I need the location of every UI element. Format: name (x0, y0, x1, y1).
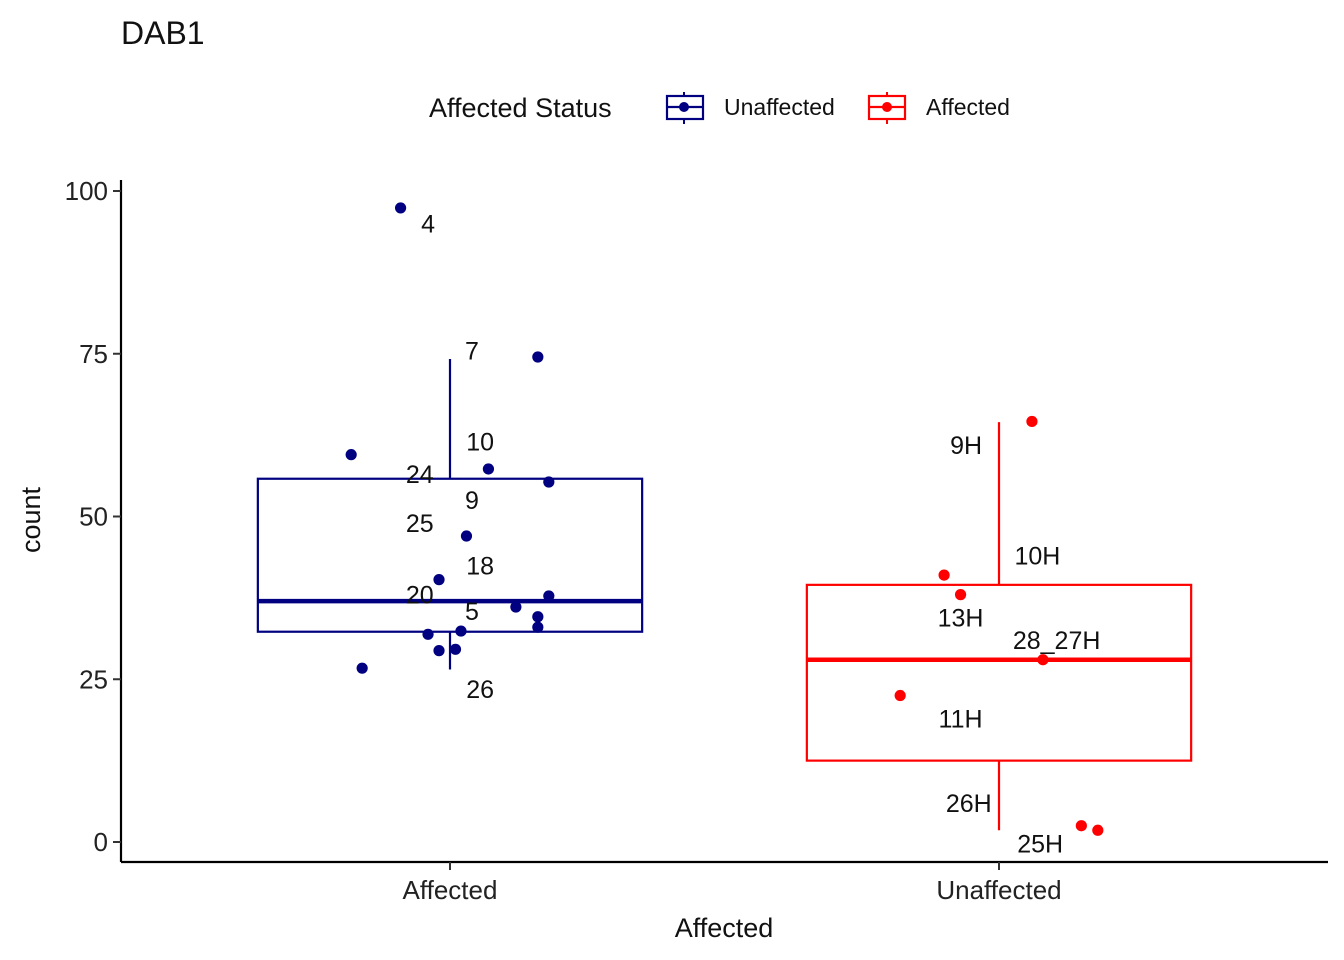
x-axis-title: Affected (675, 913, 774, 943)
box-group-unaffected: 9H 10H 13H 28_27H 11H 26H 25H (805, 415, 1193, 858)
legend-item-affected: Affected (867, 92, 1010, 124)
x-tick-label: Affected (403, 875, 498, 905)
legend-label-affected: Affected (926, 94, 1010, 120)
data-point (938, 569, 950, 581)
y-tick-label: 50 (79, 502, 108, 532)
legend-item-unaffected: Unaffected (665, 92, 835, 124)
data-point (1037, 654, 1049, 666)
point-label: 5 (465, 598, 479, 626)
box-group-affected: 4 7 10 24 9 25 18 20 5 26 (256, 202, 644, 704)
box-iqr (256, 477, 644, 633)
legend-key-point (679, 102, 689, 112)
x-tick-label: Unaffected (936, 875, 1061, 905)
point-label: 28_27H (1013, 627, 1101, 655)
data-point (1092, 824, 1104, 836)
point-label: 24 (406, 461, 434, 489)
point-label: 26H (946, 790, 992, 818)
data-point (510, 601, 522, 613)
data-point (532, 621, 544, 633)
data-point (1075, 820, 1087, 832)
point-label: 9H (950, 432, 982, 460)
data-point (543, 476, 555, 488)
point-label: 26 (466, 676, 494, 704)
y-tick-label: 100 (65, 176, 108, 206)
point-label: 25H (1017, 830, 1063, 858)
point-label: 13H (938, 604, 984, 632)
chart-title: DAB1 (121, 15, 205, 51)
legend: Affected Status Unaffected Affected (429, 92, 1010, 124)
point-label: 7 (465, 337, 479, 365)
point-label: 9 (465, 487, 479, 515)
data-point (455, 625, 467, 637)
y-axis-title: count (16, 486, 46, 553)
data-point (954, 589, 967, 601)
point-label: 11H (939, 705, 983, 733)
y-tick-label: 25 (79, 664, 108, 694)
point-label: 10H (1014, 543, 1060, 571)
data-point (422, 628, 434, 640)
point-label: 18 (466, 552, 494, 580)
legend-key-point (882, 102, 892, 112)
data-point (433, 645, 445, 657)
y-tick-label: 75 (79, 339, 108, 369)
plot-area: 4 7 10 24 9 25 18 20 5 26 9H 10H 13H 28_27H 11H 26H 25H (256, 202, 1193, 858)
point-label: 10 (466, 429, 494, 457)
data-point (433, 574, 445, 586)
data-point (1026, 415, 1038, 428)
box-iqr (805, 583, 1193, 762)
legend-title: Affected Status (429, 93, 612, 123)
data-point (356, 662, 368, 674)
data-point (482, 463, 495, 475)
data-point (394, 202, 407, 214)
data-point (532, 611, 544, 623)
data-point (460, 530, 473, 542)
legend-label-unaffected: Unaffected (724, 94, 835, 120)
data-point (449, 643, 462, 655)
point-label: 20 (406, 582, 434, 610)
data-point (532, 351, 544, 363)
data-point (543, 590, 555, 602)
y-tick-label: 0 (94, 827, 108, 857)
data-point (345, 449, 357, 461)
point-label: 4 (421, 211, 435, 239)
point-label: 25 (406, 510, 434, 538)
data-point (894, 689, 906, 702)
